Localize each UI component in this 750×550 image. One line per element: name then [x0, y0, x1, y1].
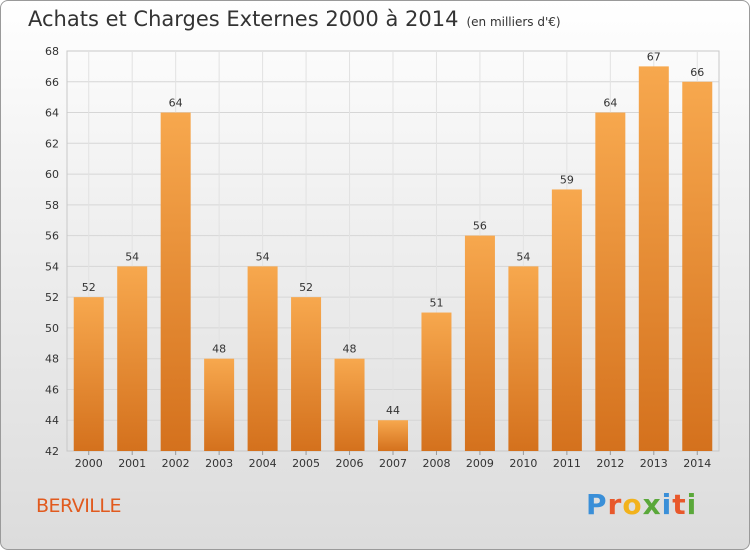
y-tick-label: 60	[45, 168, 59, 181]
y-tick-label: 54	[45, 260, 59, 273]
data-label-2014: 66	[690, 66, 704, 79]
data-label-2009: 56	[473, 220, 487, 233]
logo-letter: P	[586, 488, 608, 521]
data-label-2003: 48	[212, 343, 226, 356]
x-tick-label: 2001	[118, 457, 146, 470]
x-tick-label: 2004	[249, 457, 277, 470]
logo-letter: t	[672, 488, 687, 521]
data-label-2011: 59	[560, 173, 574, 186]
x-tick-label: 2003	[205, 457, 233, 470]
y-tick-label: 52	[45, 291, 59, 304]
logo-letter: o	[622, 488, 643, 521]
y-tick-label: 56	[45, 230, 59, 243]
bar-2014	[682, 81, 713, 452]
bar-2006	[334, 358, 365, 451]
x-tick-label: 2007	[379, 457, 407, 470]
x-tick-label: 2012	[596, 457, 624, 470]
axes: 42 44 46 48 50 52 54 56 58 60 62 64 66 68 2000 2001 2002…	[45, 45, 711, 470]
y-tick-label: 50	[45, 322, 59, 335]
y-tick-label: 66	[45, 76, 59, 89]
location-label: BERVILLE	[36, 495, 121, 517]
y-tick-label: 42	[45, 445, 59, 458]
y-tick-label: 44	[45, 414, 59, 427]
data-label-2013: 67	[647, 50, 661, 63]
data-label-2006: 48	[343, 343, 357, 356]
bar-2003	[204, 358, 235, 451]
y-tick-label: 62	[45, 137, 59, 150]
data-label-2008: 51	[429, 297, 443, 310]
proxiti-logo: Proxiti	[586, 488, 697, 521]
x-tick-label: 2008	[422, 457, 450, 470]
data-label-2010: 54	[516, 250, 530, 263]
data-label-2001: 54	[125, 250, 139, 263]
data-label-2002: 64	[169, 97, 183, 110]
data-label-2005: 52	[299, 281, 313, 294]
bar-2010	[508, 266, 539, 451]
x-tick-label: 2013	[640, 457, 668, 470]
x-tick-label: 2011	[553, 457, 581, 470]
data-label-2007: 44	[386, 404, 400, 417]
bar-2012	[595, 112, 626, 452]
x-tick-label: 2000	[75, 457, 103, 470]
y-tick-label: 48	[45, 353, 59, 366]
bar-2000	[73, 297, 104, 451]
bar-2002	[160, 112, 191, 452]
logo-letter: i	[686, 488, 698, 521]
x-tick-label: 2010	[509, 457, 537, 470]
bar-2007	[378, 420, 408, 451]
y-tick-label: 46	[45, 383, 59, 396]
y-tick-label: 58	[45, 199, 59, 212]
logo-letter: x	[642, 488, 662, 521]
data-label-2000: 52	[82, 281, 96, 294]
logo-letter: i	[661, 488, 673, 521]
logo-letter: r	[607, 488, 623, 521]
chart-title: Achats et Charges Externes 2000 à 2014 (e…	[28, 7, 561, 31]
bar-2004	[247, 266, 278, 451]
y-tick-label: 68	[45, 45, 59, 58]
bar-2001	[117, 266, 148, 451]
data-label-2012: 64	[603, 97, 617, 110]
x-tick-label: 2009	[466, 457, 494, 470]
x-tick-label: 2005	[292, 457, 320, 470]
chart-title-text: Achats et Charges Externes 2000 à 2014	[28, 7, 459, 31]
chart-unit: (en milliers d'€)	[466, 15, 561, 29]
y-tick-label: 64	[45, 107, 59, 120]
x-tick-label: 2002	[162, 457, 190, 470]
data-label-2004: 54	[256, 250, 270, 263]
bar-2008	[421, 312, 452, 451]
bar-2005	[291, 297, 322, 451]
bar-2011	[551, 189, 582, 451]
x-tick-label: 2014	[683, 457, 711, 470]
bars: 52 54 64 48 54 52 48 44 51 56 54 59 64 67 66	[73, 50, 713, 452]
bar-2009	[464, 235, 495, 451]
bar-2013	[638, 66, 669, 451]
x-tick-label: 2006	[336, 457, 364, 470]
